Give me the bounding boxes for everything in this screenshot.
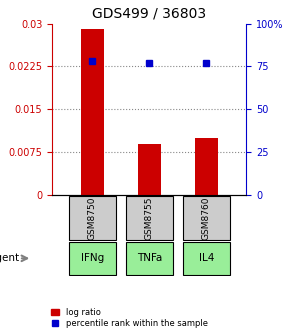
Bar [138,144,161,195]
FancyBboxPatch shape [69,242,116,275]
Bar [81,29,104,195]
FancyBboxPatch shape [126,242,173,275]
Legend: log ratio, percentile rank within the sample: log ratio, percentile rank within the sa… [50,308,208,329]
FancyBboxPatch shape [69,196,116,240]
FancyBboxPatch shape [126,196,173,240]
Text: IL4: IL4 [199,253,214,263]
Text: agent: agent [0,253,19,263]
Text: GSM8755: GSM8755 [145,197,154,240]
Text: TNFa: TNFa [137,253,162,263]
Text: GSM8750: GSM8750 [88,197,97,240]
FancyBboxPatch shape [183,196,230,240]
Bar [195,138,218,195]
Text: IFNg: IFNg [81,253,104,263]
FancyBboxPatch shape [183,242,230,275]
Title: GDS499 / 36803: GDS499 / 36803 [92,7,206,21]
Text: GSM8760: GSM8760 [202,197,211,240]
